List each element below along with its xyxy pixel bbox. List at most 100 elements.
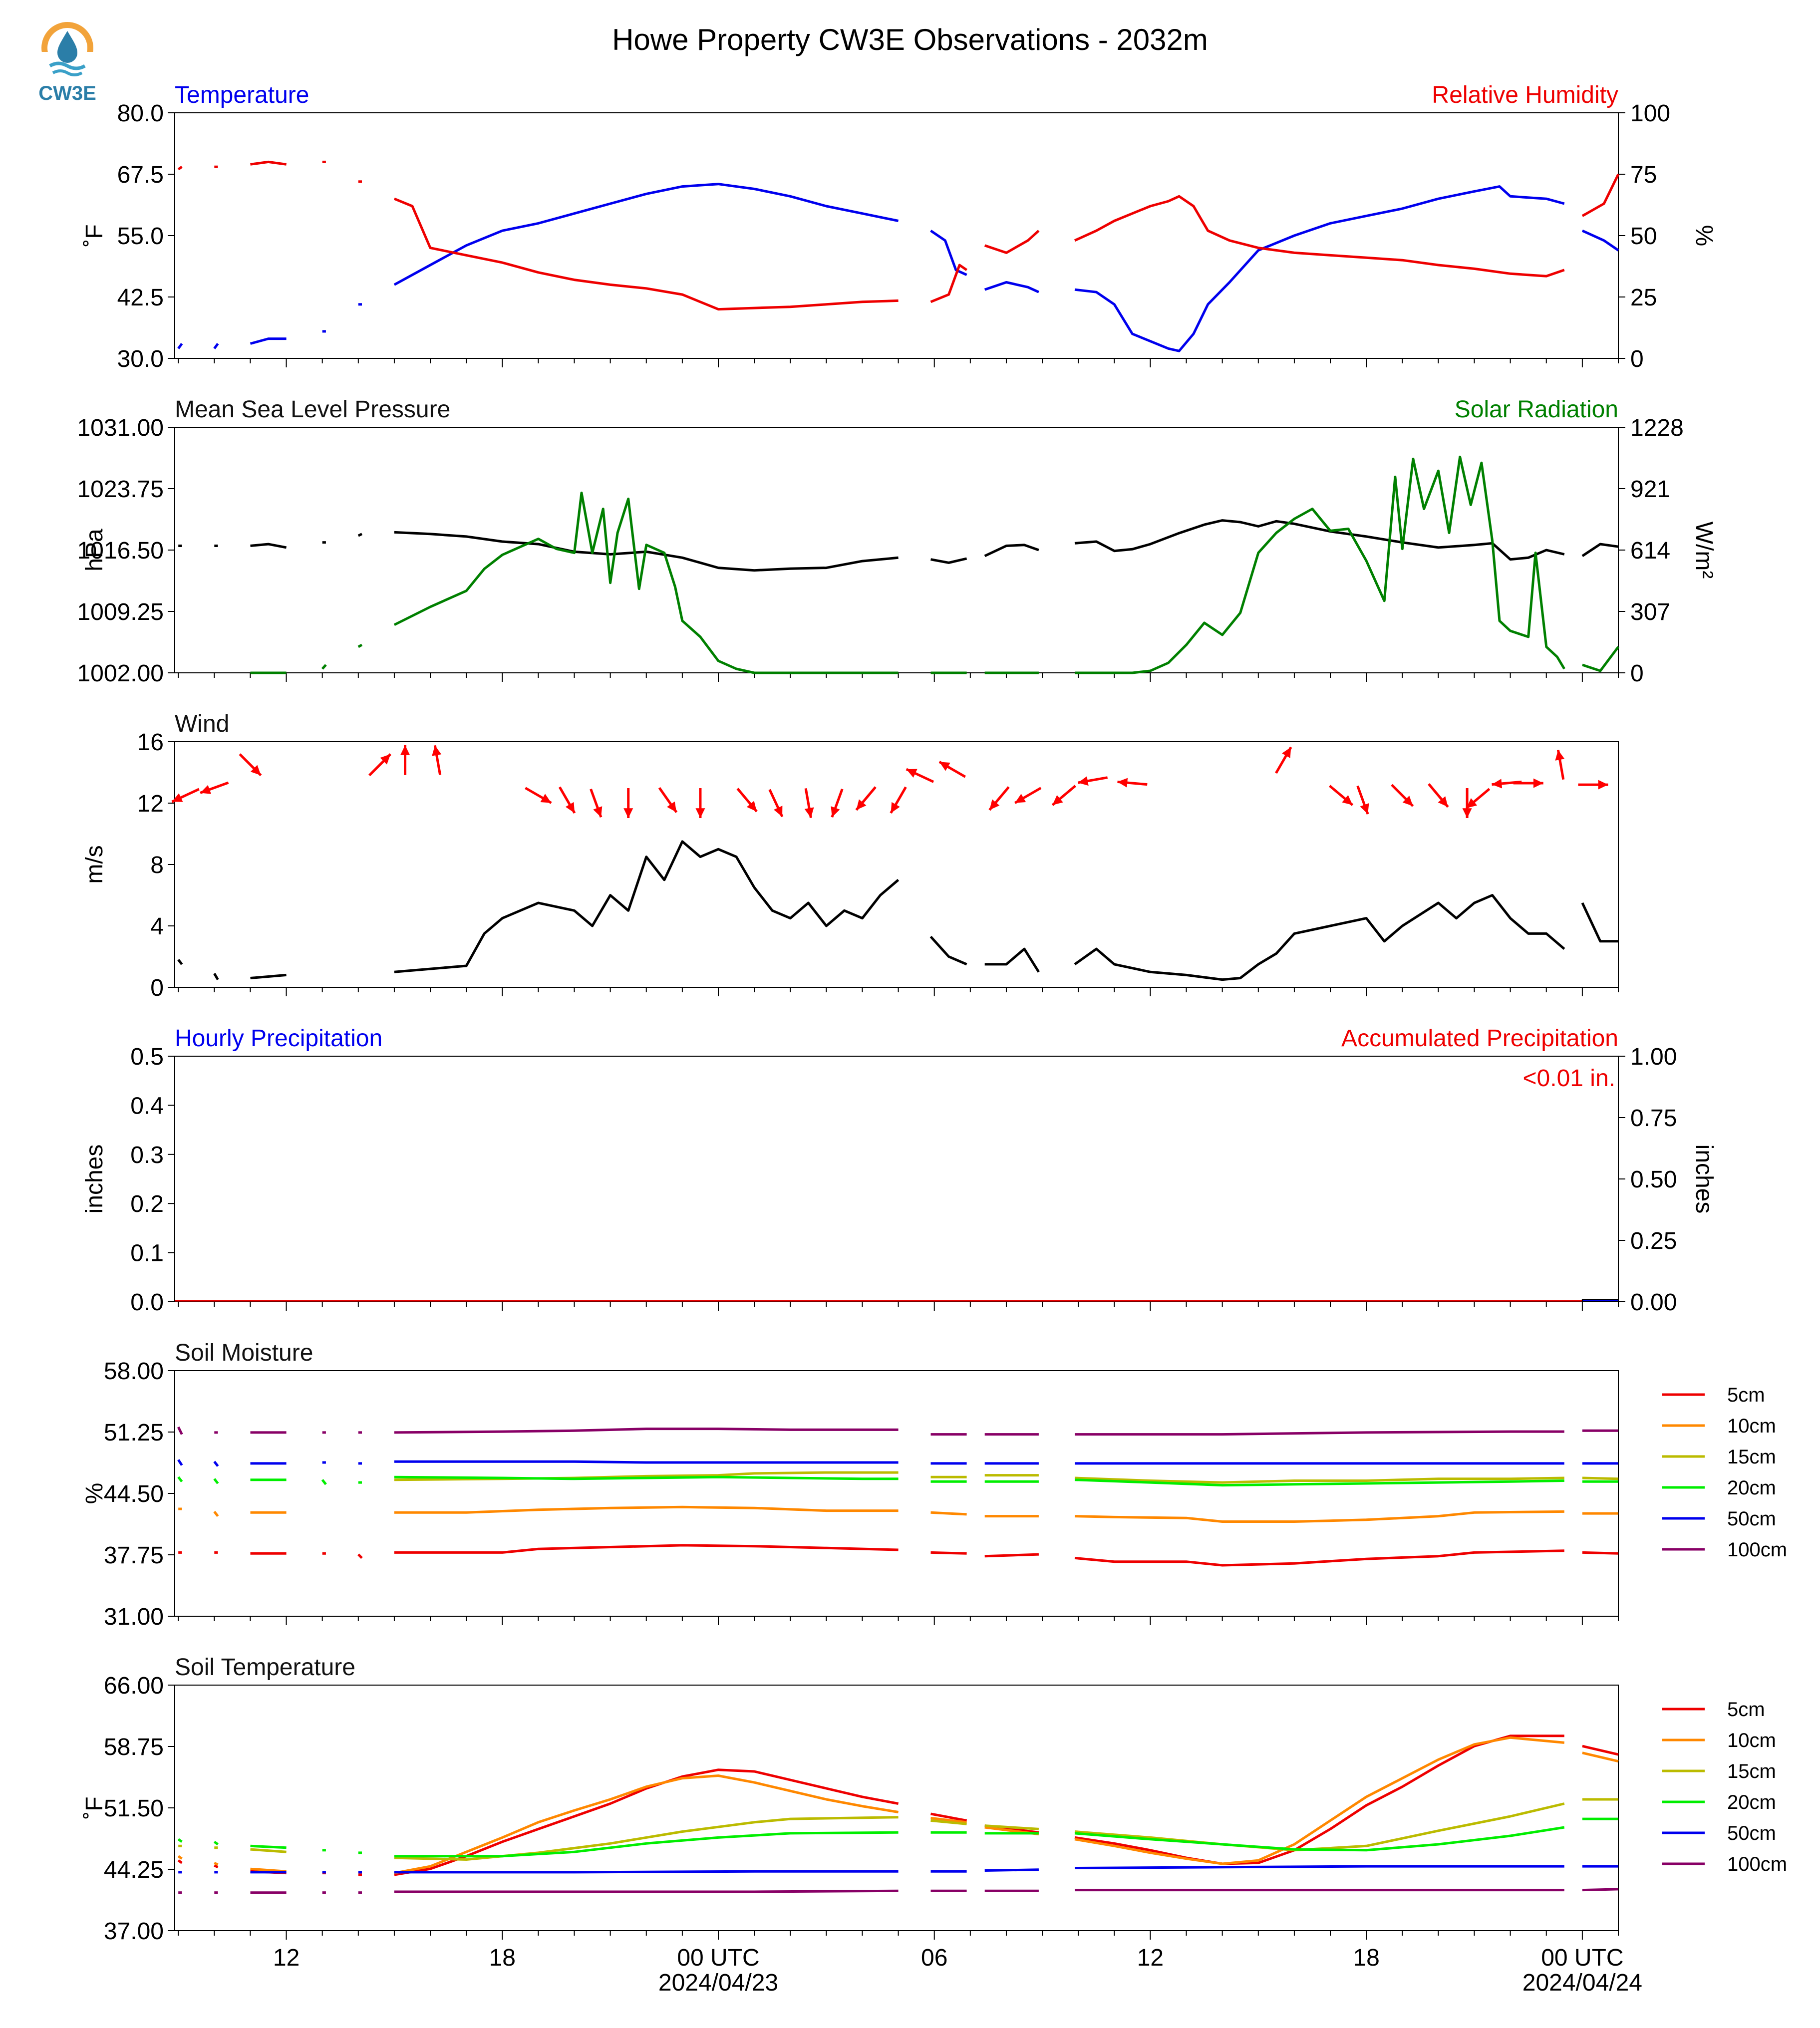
wind-arrow (1391, 784, 1414, 807)
precip-ytick-label: 0.0 (130, 1289, 164, 1316)
precip-ytick-right-label: 1.00 (1630, 1044, 1677, 1070)
soil-temperature-series-5cm (394, 1768, 899, 1876)
soil-temperature-series-100cm (394, 1889, 899, 1893)
wind-arrow (1555, 750, 1565, 780)
soil-temperature-series-10cm (1074, 1736, 1565, 1865)
x-tick-label: 06 (921, 1945, 947, 1971)
precip-ytick-right-label: 0.50 (1630, 1166, 1677, 1193)
soil-temperature-series-20cm (394, 1831, 899, 1858)
soil-moisture-series-50cm (213, 1460, 219, 1467)
wind-arrow (1356, 785, 1369, 815)
soil-temperature-series-15cm (930, 1819, 967, 1825)
soil-moisture-series-20cm (1074, 1478, 1564, 1487)
temp-rh-ytick-label: 30.0 (117, 346, 164, 372)
precip-ytick-right-label: 0.25 (1630, 1228, 1677, 1254)
pressure-solar-title-right: Solar Radiation (1455, 396, 1618, 423)
wind-series-0 (250, 973, 287, 979)
pressure-solar-series-1 (357, 643, 363, 648)
x-tick-sublabel: 2024/04/23 (658, 1970, 778, 1996)
wind-arrow (1051, 785, 1076, 806)
temp-rh-series-0 (930, 230, 967, 276)
temp-rh-series-1 (393, 197, 899, 311)
wind-arrow-head (774, 806, 783, 817)
soil-temperature-series-20cm (1074, 1826, 1565, 1852)
wind-arrow-head (540, 794, 552, 803)
soil-temperature-series-10cm (177, 1855, 183, 1860)
soil-moisture-ytick-label: 31.00 (104, 1604, 164, 1630)
soil-moisture-series-100cm (177, 1426, 183, 1435)
pressure-solar-series-1 (1075, 455, 1565, 674)
temp-rh-ytick-right-label: 50 (1630, 223, 1657, 250)
wind-arrow-head (1052, 795, 1063, 805)
soil-temperature-ytick-label: 51.50 (104, 1795, 164, 1822)
wind-ytick-label: 16 (137, 729, 164, 756)
temp-rh-series-1 (984, 230, 1040, 254)
wind-arrow (239, 753, 262, 777)
soil-temperature-legend-label: 100cm (1727, 1853, 1787, 1875)
temp-rh-ylabel-left: ˚F (81, 224, 108, 247)
soil-moisture-series-20cm (177, 1476, 183, 1482)
pressure-solar-ytick-label: 1016.50 (77, 538, 164, 564)
soil-temperature-ytick-label: 66.00 (104, 1673, 164, 1699)
pressure-solar-frame (174, 427, 1619, 673)
pressure-solar-series-0 (250, 543, 287, 549)
soil-temperature-legend-label: 5cm (1727, 1699, 1765, 1721)
pressure-solar-ytick-label: 1023.75 (77, 476, 164, 503)
pressure-solar-series-1 (393, 491, 899, 674)
soil-temperature-series-20cm (213, 1840, 219, 1846)
soil-temperature-series-10cm (1582, 1751, 1619, 1763)
soil-moisture-series-5cm (1582, 1551, 1619, 1555)
wind-arrow-head (400, 745, 410, 755)
soil-temperature-series-5cm (177, 1859, 183, 1864)
wind-series-0 (213, 973, 219, 980)
temp-rh-series-0 (250, 337, 287, 345)
wind-ytick-label: 12 (137, 791, 164, 817)
soil-moisture-series-20cm (394, 1475, 899, 1480)
soil-moisture-series-10cm (213, 1510, 219, 1517)
precip-ylabel-right: inches (1691, 1145, 1717, 1214)
temp-rh-series-1 (250, 160, 287, 166)
soil-temperature-series-10cm (394, 1774, 899, 1875)
wind-arrow-head (891, 802, 900, 813)
soil-moisture-series-10cm (930, 1511, 967, 1516)
pressure-solar-ytick-label: 1031.00 (77, 415, 164, 441)
wind-arrow-head (1533, 778, 1543, 788)
soil-temperature-series-100cm (1582, 1888, 1619, 1892)
wind-ytick-label: 8 (150, 852, 164, 878)
precip-title-right: Accumulated Precipitation (1341, 1025, 1618, 1052)
x-tick-label: 18 (489, 1945, 516, 1971)
wind-arrow (1513, 778, 1543, 788)
x-tick-label: 00 UTC (677, 1945, 759, 1971)
wind-arrow-head (565, 802, 575, 813)
wind-series-0 (984, 947, 1040, 973)
pressure-solar-series-1 (1582, 646, 1619, 672)
wind-arrow (938, 761, 966, 778)
precip-ytick-label: 0.3 (130, 1142, 164, 1168)
soil-moisture-ytick-label: 44.50 (104, 1481, 164, 1507)
wind-arrow (368, 753, 392, 777)
wind-arrow-head (1466, 798, 1478, 809)
pressure-solar-ytick-right-label: 0 (1630, 660, 1644, 687)
wind-arrow (658, 787, 678, 813)
logo-text: CW3E (38, 82, 96, 102)
soil-temperature-ytick-label: 44.25 (104, 1857, 164, 1883)
wind-arrow-head (1117, 778, 1128, 788)
wind-series-0 (1581, 902, 1618, 943)
pressure-solar-series-1 (321, 664, 327, 670)
pressure-solar-ytick-right-label: 1228 (1630, 415, 1684, 441)
soil-temperature-legend-label: 10cm (1727, 1730, 1776, 1751)
wind-arrow-head (1282, 747, 1291, 758)
wind-arrow-head (1342, 795, 1353, 805)
temp-rh-series-0 (213, 343, 219, 349)
wind-arrow (890, 786, 907, 814)
temp-rh-ytick-right-label: 100 (1630, 100, 1670, 127)
soil-temperature-series-5cm (930, 1812, 967, 1822)
pressure-solar-ytick-label: 1002.00 (77, 660, 164, 687)
soil-moisture-series-100cm (1075, 1430, 1564, 1436)
soil-moisture-series-10cm (394, 1505, 899, 1514)
soil-moisture-legend-label: 15cm (1727, 1446, 1776, 1468)
wind-arrow (1329, 785, 1354, 806)
temp-rh-series-1 (930, 264, 968, 303)
wind-series-0 (1074, 894, 1565, 981)
soil-moisture-series-15cm (1582, 1476, 1619, 1480)
